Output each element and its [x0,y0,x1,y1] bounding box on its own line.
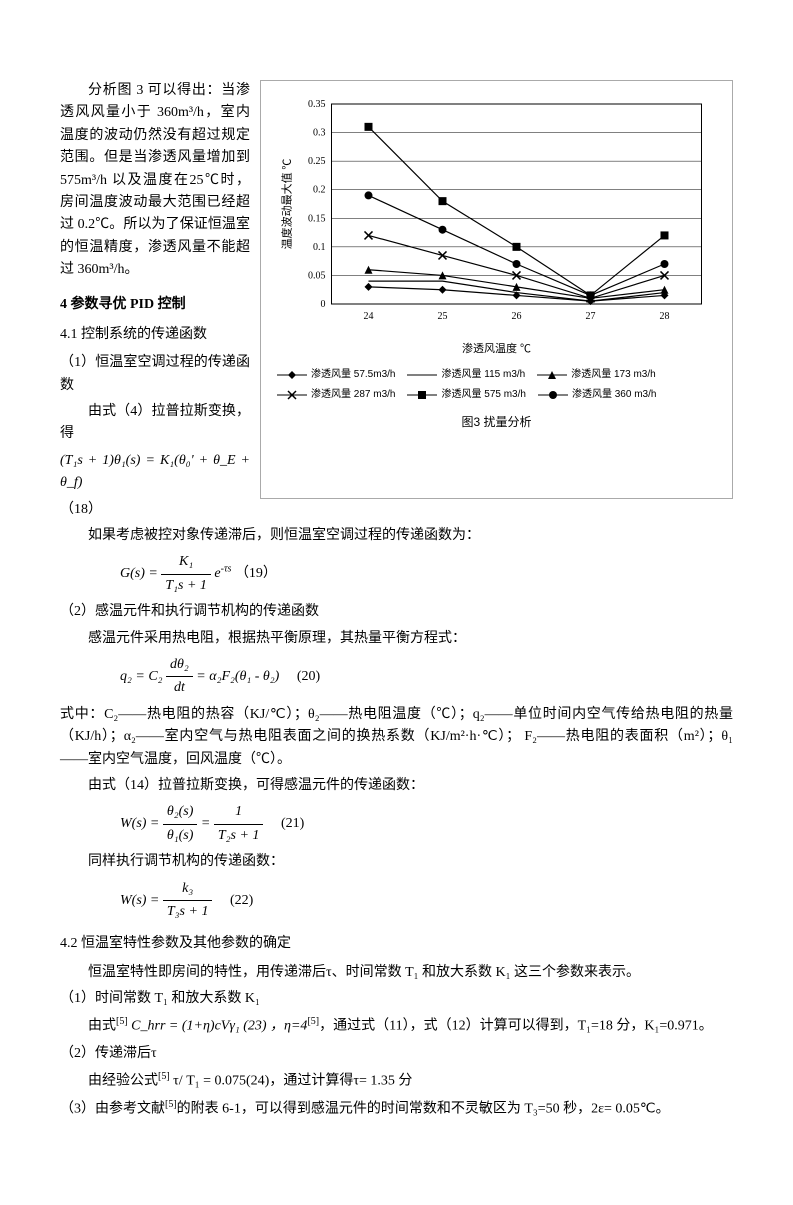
legend-item: 渗透风量 57.5m3/h [277,367,395,383]
svg-text:0.25: 0.25 [308,156,326,167]
sec4-2-title: 4.2 恒温室特性参数及其他参数的确定 [60,933,733,955]
eq19: G(s) = K₁T₁s + 1 e-τs （19） [60,551,733,597]
item2-line4: 同样执行调节机构的传递函数： [60,851,733,873]
item2-line1: （2）感温元件和执行调节机构的传递函数 [60,601,733,623]
eq18-num: （18） [60,499,733,521]
legend-item: 渗透风量 173 m3/h [537,367,655,383]
figure3-container: 0 0.05 0.1 0.15 0.2 0.25 0.3 0.35 24 25 26 27 28 温度波动… [260,80,733,499]
svg-text:0.15: 0.15 [308,213,326,224]
svg-text:温度波动最大值 ℃: 温度波动最大值 ℃ [280,159,294,250]
chart-caption: 图3 扰量分析 [269,413,724,432]
svg-text:28: 28 [660,311,670,322]
item1-line2: 由式（4）拉普拉斯变换，得 [60,401,250,446]
sec4-2-item1: （1）时间常数 T₁ 和放大系数 K₁ [60,988,733,1010]
sec4-2-item2: （2）传递滞后τ [60,1043,733,1065]
item2-line3: 由式（14）拉普拉斯变换，可得感温元件的传递函数： [60,775,733,797]
svg-text:0.1: 0.1 [313,242,326,253]
legend-item: 渗透风量 287 m3/h [277,387,395,403]
sec4-2-p1: 恒温室特性即房间的特性，用传递滞后τ、时间常数 T₁ 和放大系数 K₁ 这三个参… [60,962,733,984]
svg-text:26: 26 [512,311,522,322]
svg-text:0: 0 [321,299,326,310]
item1-line3: 如果考虑被控对象传递滞后，则恒温室空调过程的传递函数为： [60,525,733,547]
svg-text:0.2: 0.2 [313,185,326,196]
svg-text:0.05: 0.05 [308,270,326,281]
legend-item: 渗透风量 115 m3/h [407,367,525,383]
chart-svg: 0 0.05 0.1 0.15 0.2 0.25 0.3 0.35 24 25 26 27 28 温度波动… [269,89,724,329]
sec4-title: 4 参数寻优 PID 控制 [60,294,250,316]
sec4-2-item3: （3）由参考文献[5]的附表 6-1，可以得到感温元件的时间常数和不灵敏区为 T… [60,1097,733,1121]
chart-legend: 渗透风量 57.5m3/h 渗透风量 115 m3/h 渗透风量 173 m3/h 渗… [269,359,724,407]
item2-line2: 感温元件采用热电阻，根据热平衡原理，其热量平衡方程式： [60,628,733,650]
eq20: q₂ = C₂ dθ₂dt = α₂F₂(θ₁ - θ₂) (20) [60,654,733,700]
item2-desc: 式中：C₂——热电阻的热容（KJ/℃）；θ₂——热电阻温度（℃）；q₂——单位时… [60,704,733,771]
svg-text:0.3: 0.3 [313,128,326,139]
svg-text:24: 24 [364,311,374,322]
legend-item: 渗透风量 360 m3/h [538,387,656,403]
eq22: W(s) = k₃T₃s + 1 (22) [60,878,733,924]
eq21: W(s) = θ₂(s)θ₁(s) = 1T₂s + 1 (21) [60,801,733,847]
legend-item: 渗透风量 575 m3/h [407,387,525,403]
sec4-2-item2-text: 由经验公式[5] τ/ T₁ = 0.075(24)，通过计算得τ= 1.35 … [60,1069,733,1093]
eq18: (T₁s + 1)θ₁(s) = K₁(θ₀' + θ_E + θ_f) [60,450,250,495]
svg-text:0.35: 0.35 [308,99,326,110]
sec4-2-item1-text: 由式[5] C_hrr = (1+η)cVγ₁ (23) ，η=4[5]，通过式… [60,1014,733,1038]
chart-xlabel: 渗透风温度 ℃ [269,341,724,359]
svg-text:27: 27 [586,311,596,322]
sec4-1-title: 4.1 控制系统的传递函数 [60,324,250,346]
item1-line1: （1）恒温室空调过程的传递函数 [60,352,250,397]
svg-text:25: 25 [438,311,448,322]
intro-paragraph: 分析图 3 可以得出：当渗透风风量小于 360m³/h，室内温度的波动仍然没有超… [60,80,250,282]
